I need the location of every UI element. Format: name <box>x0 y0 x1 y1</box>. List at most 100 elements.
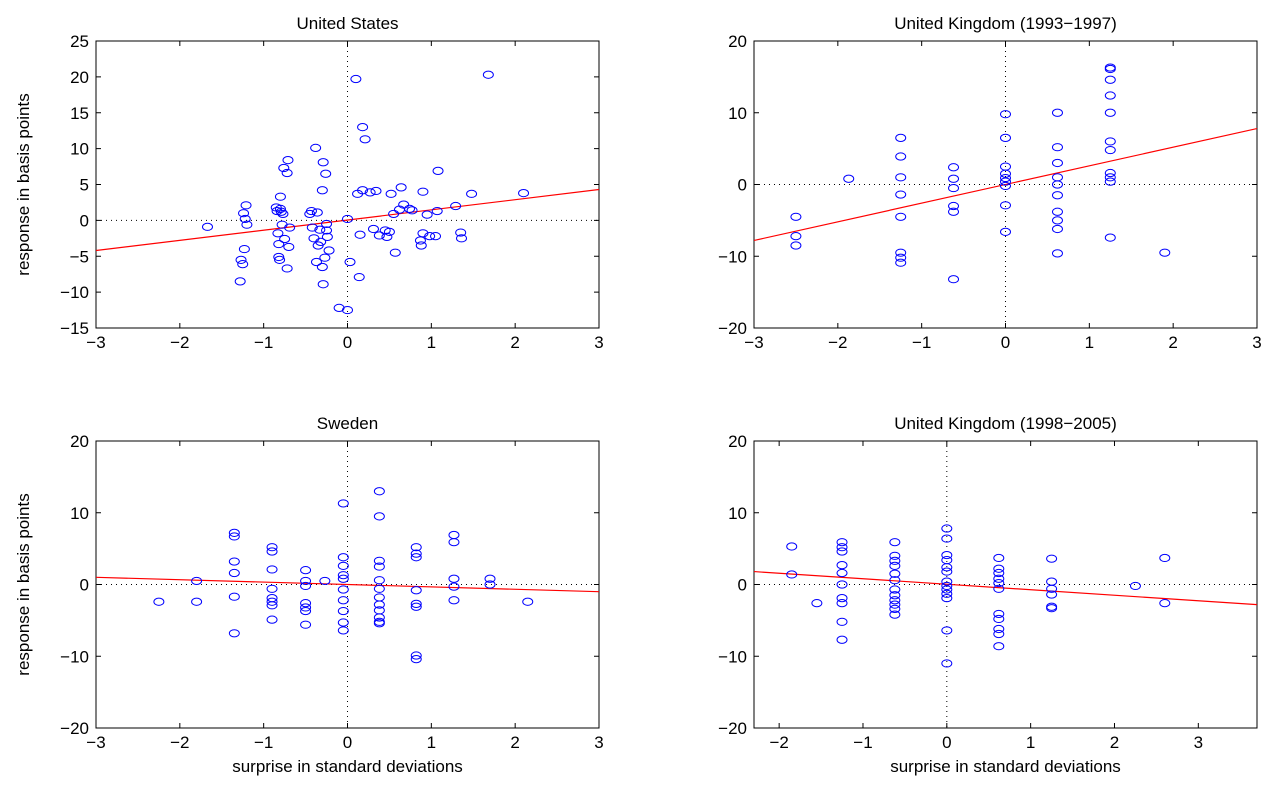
x-tick-label: 3 <box>594 733 603 752</box>
data-point <box>450 201 462 211</box>
data-point <box>895 173 907 182</box>
data-point <box>275 207 287 216</box>
x-tick-label: −1 <box>254 733 273 752</box>
data-point <box>235 255 247 264</box>
data-point <box>1051 173 1063 182</box>
data-point <box>1051 108 1063 117</box>
data-point <box>889 604 901 613</box>
regression-line <box>96 576 599 593</box>
data-point <box>395 183 407 192</box>
x-tick-label: 0 <box>343 733 352 752</box>
data-point <box>300 603 312 612</box>
data-point <box>300 576 312 586</box>
data-point <box>895 133 907 142</box>
data-point <box>241 220 253 229</box>
data-point <box>321 232 333 241</box>
y-tick-label: 0 <box>738 176 747 195</box>
data-point <box>373 576 385 585</box>
data-point <box>323 246 335 255</box>
data-point <box>1051 249 1063 258</box>
data-point <box>993 574 1005 583</box>
data-point <box>895 212 907 221</box>
data-point <box>300 620 312 629</box>
data-point <box>836 594 848 603</box>
data-point <box>993 609 1005 619</box>
data-point <box>484 574 496 583</box>
x-tick-label: 1 <box>427 733 436 752</box>
data-point <box>310 143 322 153</box>
data-point <box>1051 191 1063 200</box>
data-point <box>364 188 376 197</box>
data-point <box>266 615 278 624</box>
data-point <box>895 253 907 262</box>
data-point <box>1051 143 1063 152</box>
data-point <box>337 561 349 570</box>
data-point <box>941 567 953 576</box>
data-point <box>373 512 385 521</box>
chart-title: Sweden <box>317 414 378 433</box>
data-point <box>320 169 332 178</box>
data-point <box>373 619 385 628</box>
data-point <box>836 617 848 626</box>
plot-area <box>96 487 599 664</box>
data-point <box>993 614 1005 624</box>
data-point <box>300 606 312 616</box>
data-point <box>484 580 496 589</box>
data-point <box>279 234 291 244</box>
data-point <box>415 241 427 250</box>
data-point <box>1051 216 1063 225</box>
data-point <box>1104 145 1116 155</box>
data-point <box>1046 577 1058 586</box>
y-axis-label: response in basis points <box>14 93 33 275</box>
data-point <box>889 551 901 560</box>
chart-title: United Kingdom (1998−2005) <box>894 414 1117 433</box>
data-point <box>321 226 333 235</box>
data-point <box>948 207 960 216</box>
data-point <box>1104 173 1116 182</box>
data-point <box>383 227 395 236</box>
data-point <box>895 258 907 267</box>
data-point <box>337 553 349 562</box>
x-tick-label: 2 <box>510 733 519 752</box>
data-point <box>272 229 284 238</box>
data-point <box>359 135 371 144</box>
data-point <box>836 543 848 552</box>
x-tick-label: 3 <box>1194 733 1203 752</box>
data-point <box>373 562 385 571</box>
data-point <box>344 257 356 267</box>
data-point <box>889 569 901 578</box>
data-point <box>843 174 855 183</box>
data-point <box>300 566 312 575</box>
data-point <box>941 589 953 598</box>
data-point <box>522 597 534 606</box>
chart-title: United Kingdom (1993−1997) <box>894 14 1117 33</box>
axes-frame <box>95 40 600 329</box>
data-point <box>274 255 286 264</box>
data-point <box>373 600 385 609</box>
data-point <box>282 156 294 165</box>
data-point <box>357 186 369 195</box>
data-point <box>266 565 278 574</box>
data-point <box>889 600 901 609</box>
y-tick-label: −5 <box>70 247 89 266</box>
data-point <box>410 553 422 562</box>
data-point <box>993 642 1005 651</box>
y-tick-label: −20 <box>60 719 89 738</box>
data-point <box>836 635 848 644</box>
data-point <box>319 253 331 262</box>
data-point <box>281 168 293 178</box>
data-point <box>228 592 240 601</box>
data-point <box>337 574 349 583</box>
data-point <box>1104 91 1116 100</box>
y-tick-label: 0 <box>80 576 89 595</box>
y-axis-label: response in basis points <box>14 493 33 675</box>
data-point <box>1046 604 1058 613</box>
data-point <box>305 206 317 216</box>
data-point <box>373 487 385 496</box>
plot-area <box>754 524 1257 668</box>
data-point <box>337 571 349 580</box>
x-tick-label: 0 <box>343 333 352 352</box>
data-point <box>410 586 422 595</box>
